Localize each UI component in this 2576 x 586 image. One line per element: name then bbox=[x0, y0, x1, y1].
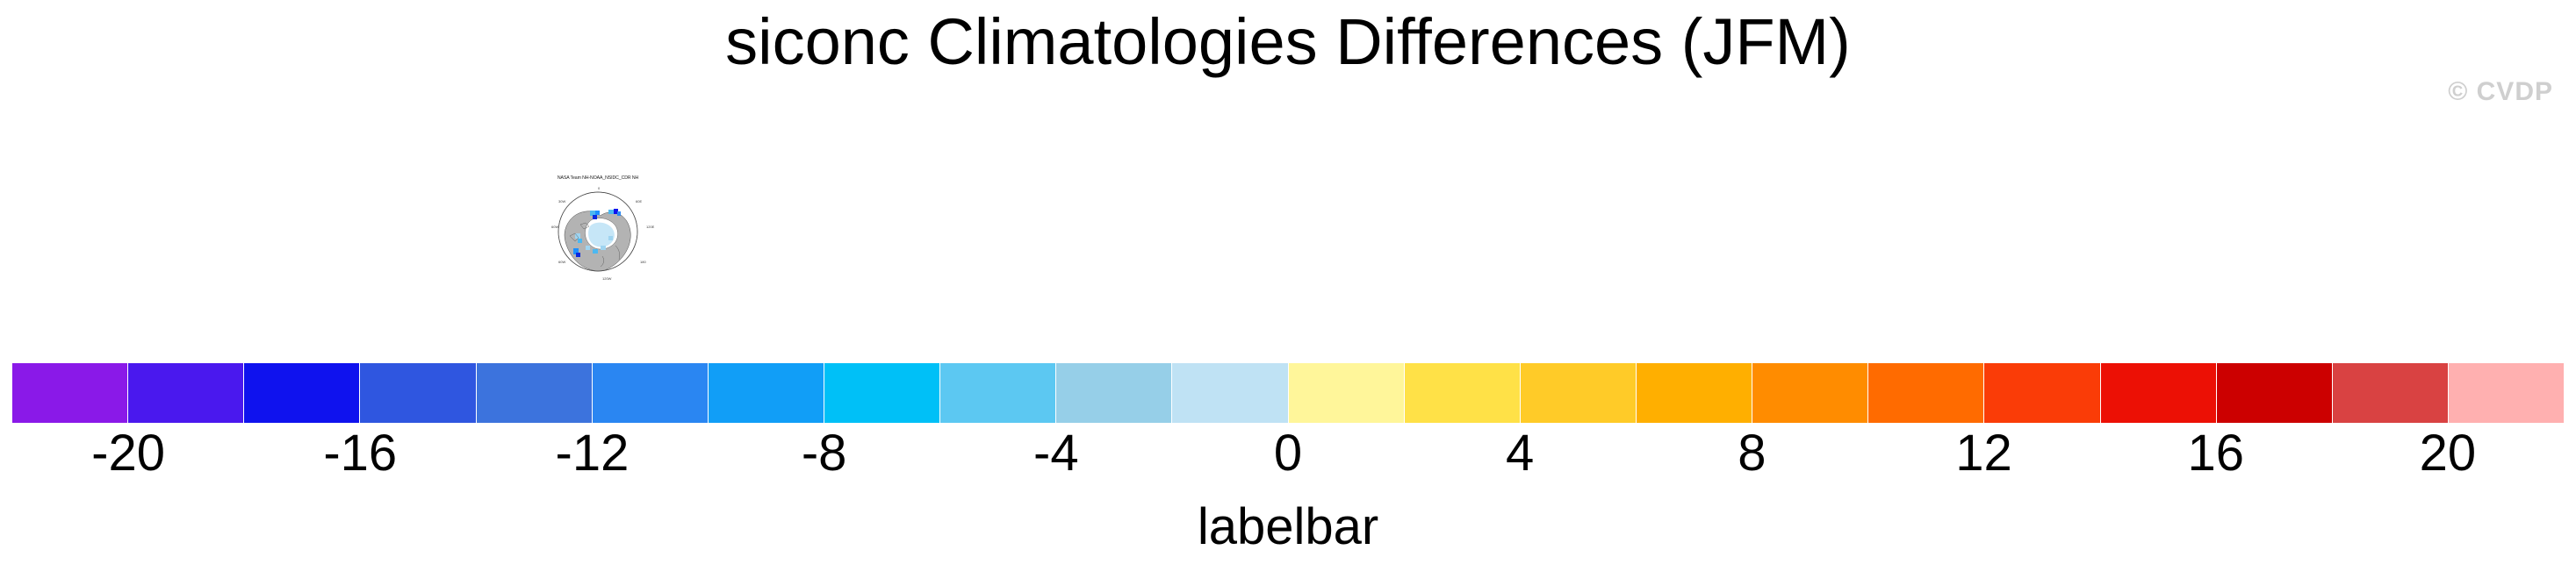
labelbar-caption: labelbar bbox=[1197, 498, 1379, 555]
labelbar-tick-label: 16 bbox=[2187, 425, 2244, 482]
labelbar-strip bbox=[12, 363, 2565, 423]
labelbar-cell bbox=[824, 363, 941, 423]
page-title: siconc Climatologies Differences (JFM) bbox=[725, 5, 1851, 78]
map-grid-label: 180 bbox=[640, 260, 646, 264]
labelbar-tick-label: 20 bbox=[2419, 425, 2477, 482]
labelbar-cell bbox=[1172, 363, 1289, 423]
labelbar-tick-label: -4 bbox=[1033, 425, 1079, 482]
polar-map-globe bbox=[558, 191, 638, 272]
labelbar-cell bbox=[2332, 363, 2449, 423]
labelbar-tick-label: -8 bbox=[801, 425, 847, 482]
labelbar-cell bbox=[476, 363, 593, 423]
labelbar-cell bbox=[1636, 363, 1753, 423]
labelbar-cell bbox=[244, 363, 361, 423]
labelbar-cell bbox=[1404, 363, 1521, 423]
labelbar-cell bbox=[2216, 363, 2333, 423]
labelbar-cell bbox=[2100, 363, 2217, 423]
labelbar-ticks: -20 -16 -12 -8 -4 0 4 8 12 16 20 bbox=[12, 423, 2564, 486]
map-panel[interactable]: NASA Team NH-NOAA_NSIDC_CDR NH bbox=[543, 175, 655, 294]
map-grid-label: 0 bbox=[598, 186, 601, 190]
labelbar-tick-label: -16 bbox=[323, 425, 398, 482]
labelbar-cell bbox=[2448, 363, 2565, 423]
labelbar-cell bbox=[1056, 363, 1173, 423]
cvdp-watermark: © CVDP bbox=[2448, 77, 2553, 106]
labelbar-tick-label: -12 bbox=[555, 425, 630, 482]
labelbar-cell bbox=[1288, 363, 1405, 423]
labelbar-cell bbox=[708, 363, 824, 423]
labelbar-cell bbox=[12, 363, 129, 423]
labelbar-cell bbox=[1520, 363, 1637, 423]
labelbar-tick-label: 12 bbox=[1955, 425, 2012, 482]
labelbar-cell bbox=[940, 363, 1057, 423]
labelbar-cell bbox=[1868, 363, 1985, 423]
labelbar-tick-label: -20 bbox=[91, 425, 165, 482]
labelbar-cell bbox=[1984, 363, 2101, 423]
map-panel-title: NASA Team NH-NOAA_NSIDC_CDR NH bbox=[557, 175, 639, 181]
labelbar-cell bbox=[128, 363, 245, 423]
labelbar-tick-label: 0 bbox=[1273, 425, 1303, 482]
labelbar[interactable]: -20 -16 -12 -8 -4 0 4 8 12 16 20 bbox=[12, 363, 2565, 482]
labelbar-tick-label: 8 bbox=[1738, 425, 1767, 482]
labelbar-tick-label: 4 bbox=[1506, 425, 1535, 482]
labelbar-cell bbox=[592, 363, 709, 423]
map-grid-label: 120W bbox=[602, 276, 612, 281]
map-grid-label: 120E bbox=[646, 225, 655, 229]
labelbar-cell bbox=[1752, 363, 1869, 423]
labelbar-cell bbox=[360, 363, 477, 423]
map-grid-label: 60W bbox=[558, 260, 566, 264]
map-grid-label: 30W bbox=[558, 199, 566, 204]
map-grid-label: 60W bbox=[551, 225, 559, 229]
map-grid-label: 60E bbox=[636, 199, 643, 204]
